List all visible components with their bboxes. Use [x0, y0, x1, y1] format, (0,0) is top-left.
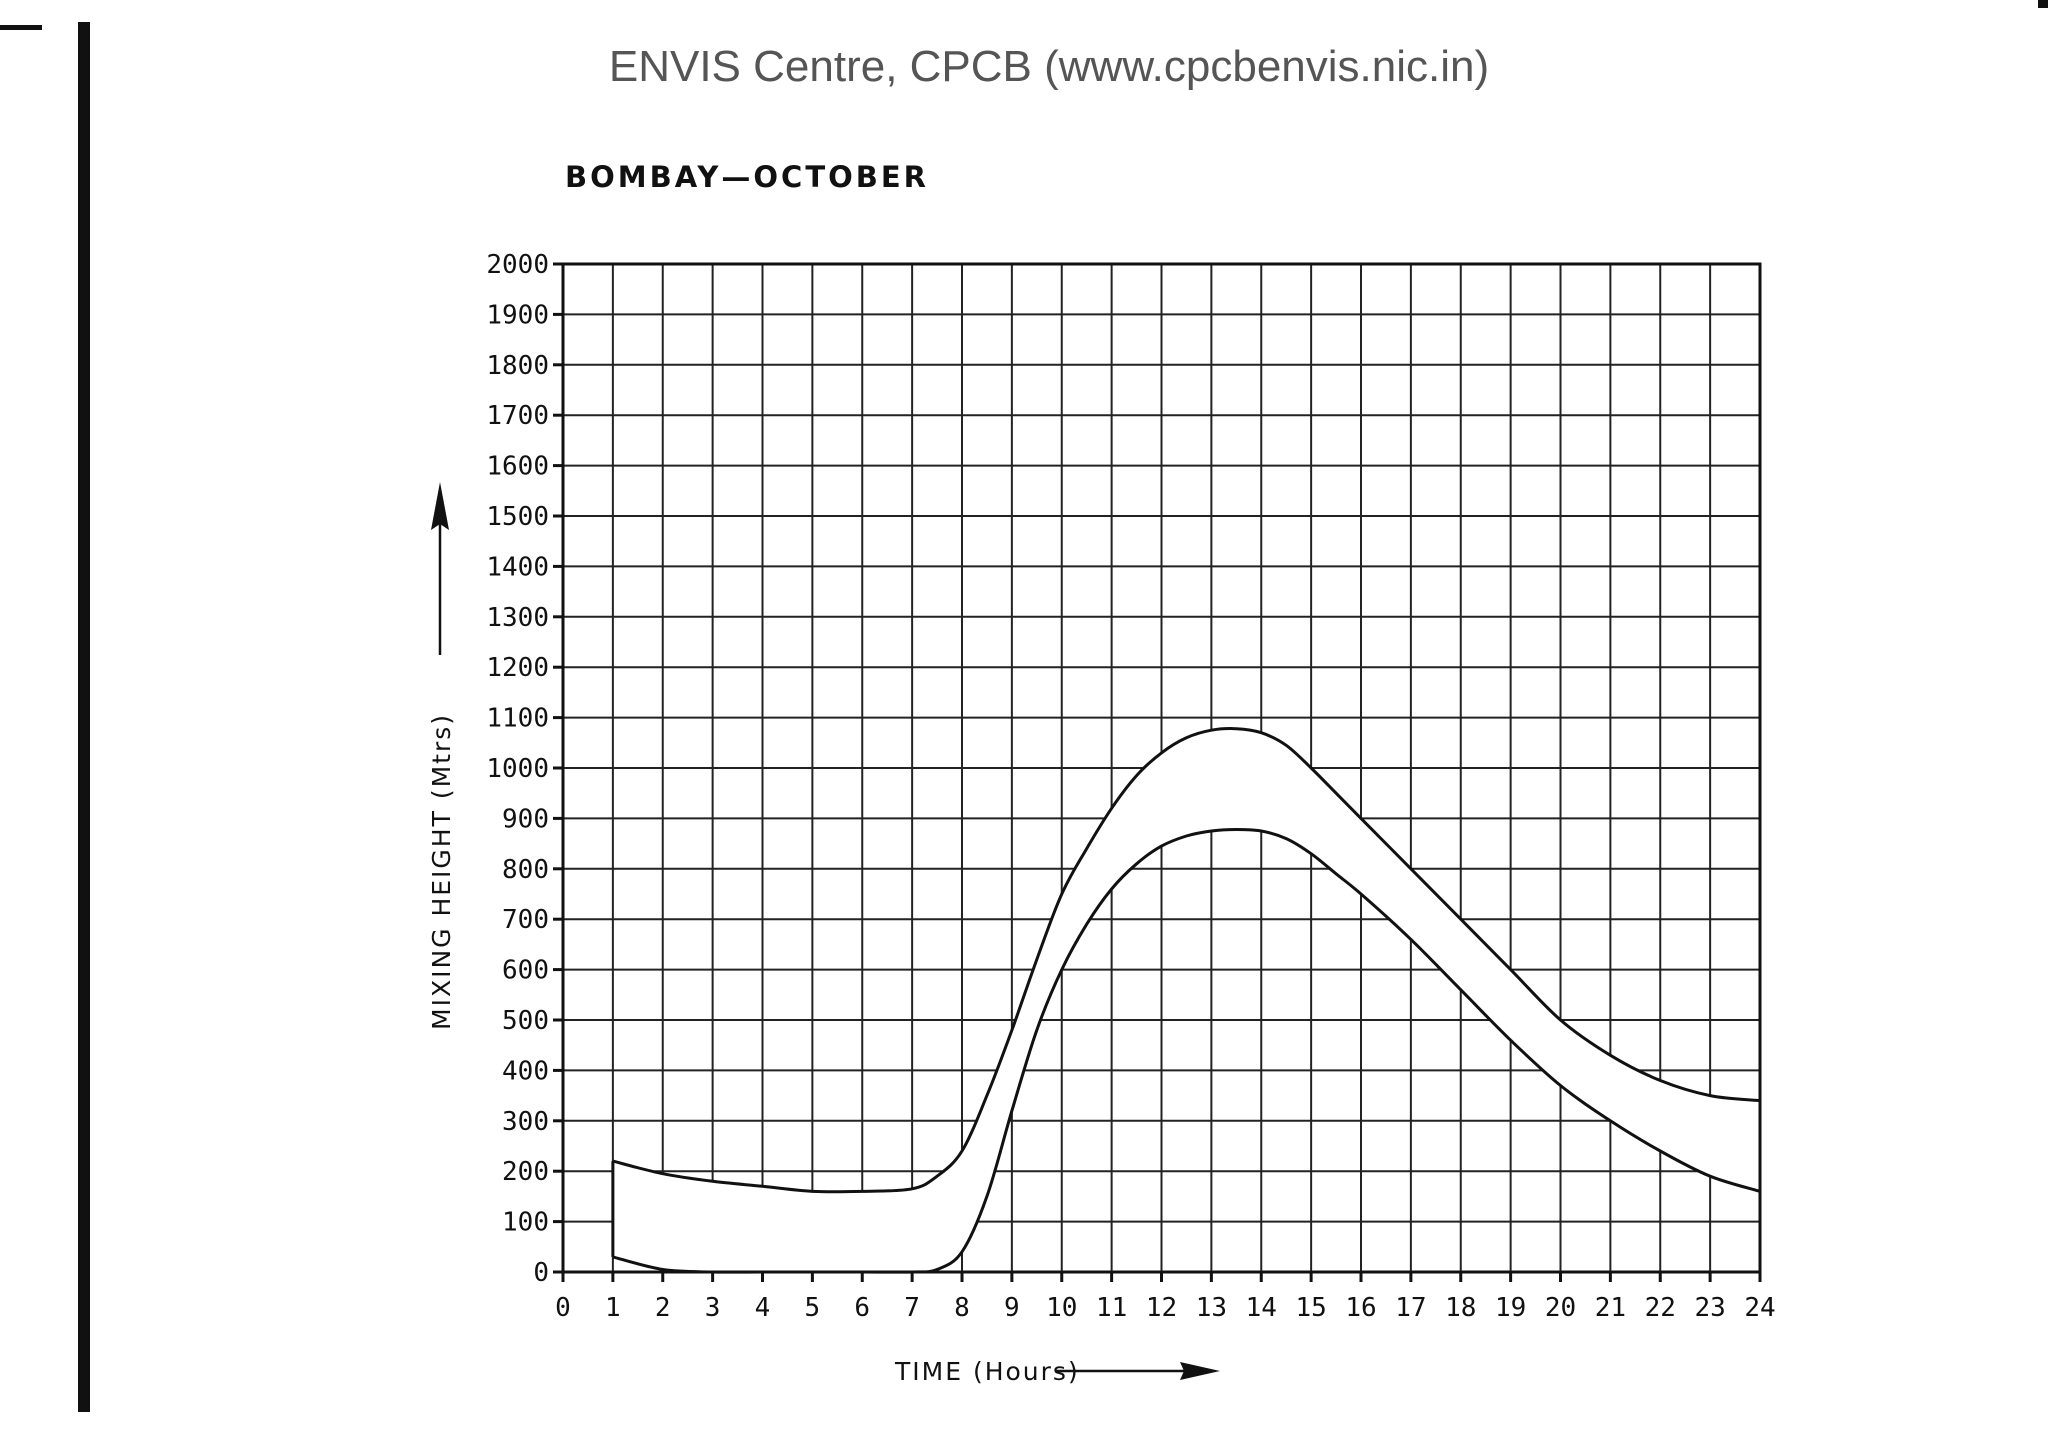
- y-tick-label: 1400: [486, 552, 549, 582]
- y-tick-labels: 0 100 200 300 400 500 600 700 800 900 1000 1100 1200…: [486, 250, 549, 1288]
- x-tick-label: 0: [555, 1293, 571, 1323]
- scan-edge-mark: [0, 25, 42, 30]
- x-tick-label: 18: [1445, 1293, 1476, 1323]
- y-tick-label: 400: [502, 1056, 549, 1086]
- y-tick-label: 600: [502, 956, 549, 986]
- x-tick-label: 15: [1295, 1293, 1326, 1323]
- y-tick-label: 0: [533, 1258, 549, 1288]
- y-tick-label: 100: [502, 1208, 549, 1238]
- scan-binding-bar: [78, 22, 90, 1412]
- source-header: ENVIS Centre, CPCB (www.cpcbenvis.nic.in…: [608, 42, 1490, 91]
- x-axis-label: TIME (Hours): [894, 1357, 1080, 1386]
- axis-labels: TIME (Hours) MIXING HEIGHT (Mtrs): [427, 482, 1220, 1386]
- y-tick-label: 1900: [486, 300, 549, 330]
- x-tick-label: 1: [605, 1293, 621, 1323]
- y-tick-label: 1100: [486, 704, 549, 734]
- y-tick-label: 1600: [486, 452, 549, 482]
- y-tick-label: 800: [502, 855, 549, 885]
- x-tick-label: 9: [1004, 1293, 1020, 1323]
- y-tick-label: 500: [502, 1006, 549, 1036]
- y-axis-label: MIXING HEIGHT (Mtrs): [427, 713, 456, 1030]
- y-tick-label: 1800: [486, 351, 549, 381]
- x-tick-label: 5: [805, 1293, 821, 1323]
- x-tick-label: 23: [1694, 1293, 1725, 1323]
- x-tick-labels: 0 1 2 3 4 5 6 7 8 9 10 11 12 13 14 15 16 17 18 19 20 21 22 23 24: [555, 1293, 1775, 1323]
- x-tick-label: 8: [954, 1293, 970, 1323]
- chart-title: BOMBAY—OCTOBER: [565, 160, 930, 194]
- mixing-height-band: [612, 728, 1760, 1273]
- x-axis-arrowhead: [1180, 1362, 1220, 1380]
- x-tick-label: 7: [904, 1293, 920, 1323]
- y-tick-label: 900: [502, 804, 549, 834]
- y-tick-label: 1000: [486, 754, 549, 784]
- x-tick-label: 10: [1046, 1293, 1077, 1323]
- y-axis-arrowhead: [431, 482, 449, 530]
- y-tick-label: 1700: [486, 401, 549, 431]
- y-tick-label: 1500: [486, 502, 549, 532]
- x-tick-label: 24: [1744, 1293, 1775, 1323]
- y-tick-label: 700: [502, 905, 549, 935]
- x-tick-label: 14: [1246, 1293, 1277, 1323]
- y-tick-label: 200: [502, 1157, 549, 1187]
- series-line-upper: [612, 727, 1761, 1194]
- y-tick-label: 1300: [486, 603, 549, 633]
- x-tick-label: 2: [655, 1293, 671, 1323]
- x-tick-label: 16: [1345, 1293, 1376, 1323]
- x-tick-label: 11: [1096, 1293, 1127, 1323]
- y-tick-label: 300: [502, 1107, 549, 1137]
- x-tick-label: 4: [755, 1293, 771, 1323]
- x-tick-label: 19: [1495, 1293, 1526, 1323]
- plot-frame: [553, 262, 1762, 1282]
- band-layer: [611, 727, 1762, 1274]
- x-tick-label: 17: [1395, 1293, 1426, 1323]
- y-tick-label: 1200: [486, 653, 549, 683]
- x-tick-label: 21: [1595, 1293, 1626, 1323]
- x-tick-label: 12: [1146, 1293, 1177, 1323]
- scan-corner-mark: [2038, 0, 2048, 8]
- x-tick-label: 6: [854, 1293, 870, 1323]
- y-tick-label: 2000: [486, 250, 549, 280]
- x-tick-label: 22: [1645, 1293, 1676, 1323]
- x-tick-label: 13: [1196, 1293, 1227, 1323]
- x-tick-label: 20: [1545, 1293, 1576, 1323]
- x-tick-label: 3: [705, 1293, 721, 1323]
